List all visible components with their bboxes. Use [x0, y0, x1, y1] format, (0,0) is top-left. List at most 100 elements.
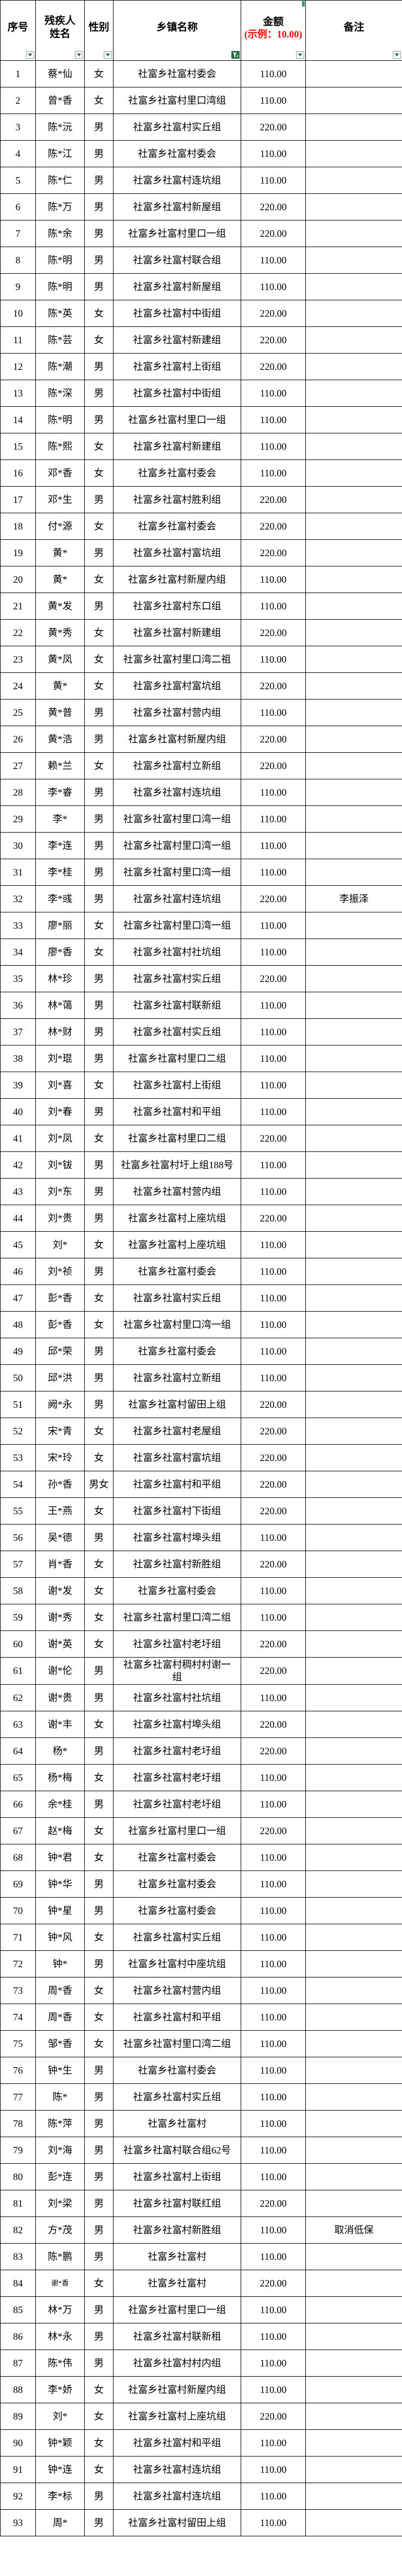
remark-cell: [305, 353, 402, 380]
funnel-icon: [233, 52, 238, 58]
township-cell: 社富乡社富村富坑组: [113, 539, 241, 566]
amount-cell: 110.00: [241, 2350, 306, 2377]
gender-cell: 女: [84, 459, 114, 487]
filter-dropdown-button[interactable]: [393, 51, 401, 59]
amount-cell: 220.00: [241, 300, 306, 327]
name-cell: 孙*香: [35, 1471, 85, 1498]
filter-dropdown-button[interactable]: [104, 51, 112, 59]
remark-cell: [305, 1924, 402, 1951]
township-cell: 社富乡社富村委会: [113, 1258, 241, 1285]
gender-cell: 男: [84, 1684, 114, 1711]
name-cell: 刘*凤: [35, 1125, 85, 1152]
remark-cell: [305, 1338, 402, 1365]
gender-cell: 男: [84, 2137, 114, 2164]
name-cell: 刘*: [35, 1231, 85, 1258]
table-row: 22 黄*秀女社富乡社富村新建组 220.00: [0, 619, 402, 646]
name-cell: 陈*江: [35, 140, 85, 167]
name-cell: 钟*君: [35, 1844, 85, 1871]
name-cell: 黄*发: [35, 593, 85, 620]
amount-cell: 110.00: [241, 832, 306, 859]
table-row: 11 陈*芸女社富乡社富村新建组 220.00: [0, 326, 402, 354]
filter-dropdown-button[interactable]: [26, 51, 34, 59]
row-number-cell: 43: [0, 1178, 36, 1205]
row-number-cell: 4: [0, 140, 36, 167]
table-row: 7 陈*余男社富乡社富村里口一组 220.00: [0, 220, 402, 247]
name-cell: 付*源: [35, 513, 85, 540]
row-number-cell: 34: [0, 939, 36, 966]
remark-cell: [305, 1418, 402, 1445]
remark-cell: [305, 326, 402, 354]
filter-dropdown-button[interactable]: [296, 51, 304, 59]
amount-cell: 110.00: [241, 992, 306, 1019]
row-number-cell: 35: [0, 965, 36, 992]
amount-cell: 110.00: [241, 1577, 306, 1604]
filter-applied-button[interactable]: [231, 51, 240, 59]
row-number-cell: 68: [0, 1844, 36, 1871]
remark-cell: [305, 2296, 402, 2323]
township-cell: 社富乡社富村委会: [113, 60, 241, 87]
table-row: 45 刘* 女社富乡社富村上座坑组 110.00: [0, 1231, 402, 1258]
table-row: 26 黄*浩男社富乡社富村新屋内组 220.00: [0, 726, 402, 753]
row-number-cell: 40: [0, 1098, 36, 1125]
township-cell: 社富乡社富村里口湾二组: [113, 1604, 241, 1631]
amount-cell: 110.00: [241, 2057, 306, 2084]
row-number-cell: 48: [0, 1311, 36, 1338]
table-row: 38 刘*琨男社富乡社富村里口二组 110.00: [0, 1045, 402, 1072]
row-number-cell: 87: [0, 2350, 36, 2377]
row-number-cell: 51: [0, 1391, 36, 1418]
row-number-cell: 47: [0, 1284, 36, 1312]
name-cell: 肖*香: [35, 1551, 85, 1578]
remark-cell: [305, 2403, 402, 2430]
name-cell: 宋*玲: [35, 1444, 85, 1471]
name-cell: 蔡*仙: [35, 60, 85, 87]
table-row: 19 黄* 男社富乡社富村富坑组 220.00: [0, 539, 402, 566]
table-row: 78 陈*萍男社富乡社富村 110.00: [0, 2110, 402, 2137]
table-row: 27 赖*兰女社富乡社富村立新组 220.00: [0, 752, 402, 779]
remark-cell: [305, 539, 402, 566]
name-cell: 陈*沅: [35, 114, 85, 141]
remark-cell: [305, 1471, 402, 1498]
row-number-cell: 20: [0, 566, 36, 593]
remark-cell: [305, 1391, 402, 1418]
gender-cell: 女: [84, 752, 114, 779]
township-cell: 社富乡社富村和平组: [113, 1098, 241, 1125]
row-number-cell: 82: [0, 2216, 36, 2244]
amount-cell: 110.00: [241, 939, 306, 966]
amount-cell: 110.00: [241, 87, 306, 114]
gender-cell: 女: [84, 1551, 114, 1578]
gender-cell: 女: [84, 1497, 114, 1525]
township-cell: 社富乡社富村新建组: [113, 433, 241, 460]
remark-cell: [305, 646, 402, 673]
name-cell: 谢*丰: [35, 1711, 85, 1738]
row-number-cell: 61: [0, 1657, 36, 1685]
name-cell: 方*茂: [35, 2216, 85, 2244]
table-row: 10 陈*英女社富乡社富村中街组 220.00: [0, 300, 402, 327]
remark-cell: [305, 593, 402, 620]
table-row: 48 彭*香女社富乡社富村里口湾一组 110.00: [0, 1311, 402, 1338]
township-cell: 社富乡社富村委会: [113, 140, 241, 167]
amount-cell: 220.00: [241, 2403, 306, 2430]
table-row: 32 李*彧男社富乡社富村连坑组 220.00 李振泽: [0, 885, 402, 912]
table-row: 91 钟*连女社富乡社富村连坑组 110.00: [0, 2456, 402, 2483]
filter-dropdown-button[interactable]: [75, 51, 83, 59]
amount-cell: 110.00: [241, 247, 306, 274]
township-cell: 社富乡社富村里口二组: [113, 1125, 241, 1152]
gender-cell: 女: [84, 1125, 114, 1152]
township-cell: 社富乡社富村新建组: [113, 326, 241, 354]
row-number-cell: 57: [0, 1551, 36, 1578]
row-number-cell: 24: [0, 672, 36, 700]
name-cell: 林*珍: [35, 965, 85, 992]
gender-cell: 女: [84, 672, 114, 700]
name-cell: 余*桂: [35, 1791, 85, 1818]
name-cell: 钟*连: [35, 2456, 85, 2483]
remark-cell: [305, 805, 402, 833]
gender-cell: 女: [84, 1844, 114, 1871]
row-number-cell: 27: [0, 752, 36, 779]
amount-cell: 110.00: [241, 1178, 306, 1205]
gender-cell: 女: [84, 513, 114, 540]
name-cell: 彭*连: [35, 2163, 85, 2190]
row-number-cell: 71: [0, 1924, 36, 1951]
remark-cell: [305, 992, 402, 1019]
amount-cell: 110.00: [241, 2030, 306, 2057]
township-cell: 社富乡社富村实丘组: [113, 1924, 241, 1951]
